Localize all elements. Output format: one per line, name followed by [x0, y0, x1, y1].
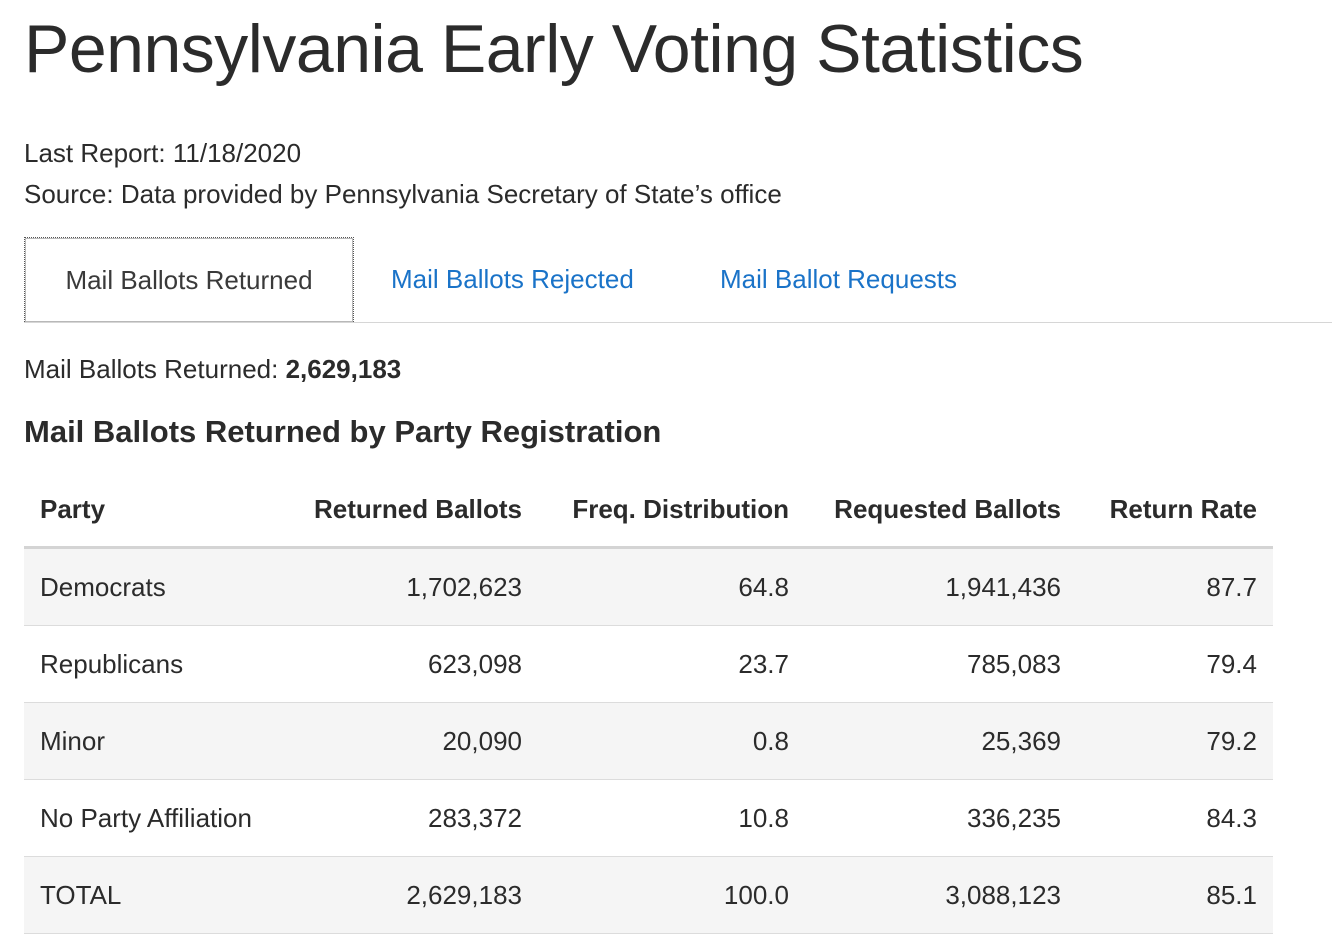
table-row: Minor 20,090 0.8 25,369 79.2 [24, 702, 1273, 780]
cell-requested-ballots: 3,088,123 [805, 856, 1077, 934]
cell-return-rate: 85.1 [1077, 856, 1273, 934]
page-title: Pennsylvania Early Voting Statistics [24, 11, 1084, 87]
cell-returned-ballots: 20,090 [276, 702, 538, 780]
cell-requested-ballots: 25,369 [805, 702, 1077, 780]
cell-requested-ballots: 785,083 [805, 625, 1077, 703]
returned-summary: Mail Ballots Returned: 2,629,183 [24, 353, 401, 385]
cell-returned-ballots: 1,702,623 [276, 547, 538, 626]
cell-requested-ballots: 336,235 [805, 779, 1077, 857]
header-requested-ballots: Requested Ballots [805, 472, 1077, 549]
header-return-rate: Return Rate [1077, 472, 1273, 549]
cell-return-rate: 79.2 [1077, 702, 1273, 780]
cell-return-rate: 87.7 [1077, 547, 1273, 626]
cell-party: Minor [24, 702, 276, 780]
cell-freq-distribution: 0.8 [538, 702, 805, 780]
cell-freq-distribution: 100.0 [538, 856, 805, 934]
table-row: Democrats 1,702,623 64.8 1,941,436 87.7 [24, 547, 1273, 626]
cell-returned-ballots: 623,098 [276, 625, 538, 703]
source-note: Source: Data provided by Pennsylvania Se… [24, 179, 782, 209]
cell-party: No Party Affiliation [24, 779, 276, 857]
tab-mail-ballot-requests[interactable]: Mail Ballot Requests [720, 264, 957, 294]
table-header-row: Party Returned Ballots Freq. Distributio… [24, 472, 1273, 549]
tab-mail-ballots-returned[interactable]: Mail Ballots Returned [24, 237, 354, 322]
cell-party: Republicans [24, 625, 276, 703]
cell-return-rate: 84.3 [1077, 779, 1273, 857]
party-table: Party Returned Ballots Freq. Distributio… [24, 472, 1273, 934]
table-row-total: TOTAL 2,629,183 100.0 3,088,123 85.1 [24, 856, 1273, 934]
returned-summary-label: Mail Ballots Returned: [24, 354, 279, 384]
table-row: Republicans 623,098 23.7 785,083 79.4 [24, 625, 1273, 703]
cell-requested-ballots: 1,941,436 [805, 547, 1077, 626]
tab-bar: Mail Ballots Returned Mail Ballots Rejec… [24, 237, 1332, 323]
cell-freq-distribution: 10.8 [538, 779, 805, 857]
cell-freq-distribution: 64.8 [538, 547, 805, 626]
cell-return-rate: 79.4 [1077, 625, 1273, 703]
cell-returned-ballots: 283,372 [276, 779, 538, 857]
section-title: Mail Ballots Returned by Party Registrat… [24, 414, 662, 449]
last-report: Last Report: 11/18/2020 [24, 138, 302, 168]
cell-party: Democrats [24, 547, 276, 626]
tab-mail-ballots-rejected[interactable]: Mail Ballots Rejected [391, 264, 634, 294]
header-freq-distribution: Freq. Distribution [538, 472, 805, 549]
cell-freq-distribution: 23.7 [538, 625, 805, 703]
header-returned-ballots: Returned Ballots [276, 472, 538, 549]
header-party: Party [24, 472, 276, 549]
table-row: No Party Affiliation 283,372 10.8 336,23… [24, 779, 1273, 857]
cell-returned-ballots: 2,629,183 [276, 856, 538, 934]
returned-summary-value: 2,629,183 [285, 354, 402, 384]
cell-party: TOTAL [24, 856, 276, 934]
